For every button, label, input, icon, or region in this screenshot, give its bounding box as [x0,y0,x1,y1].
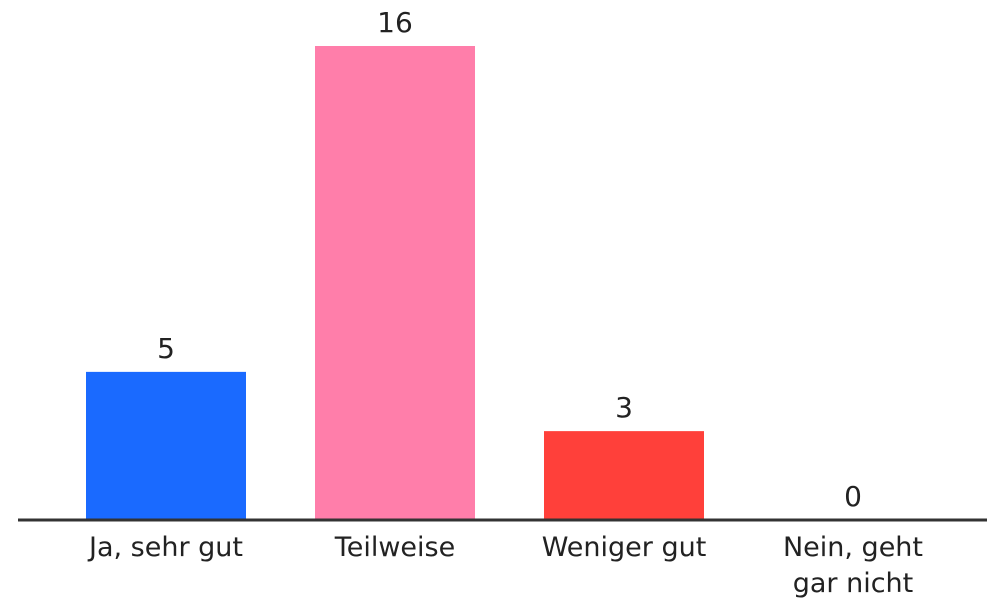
value-label: 16 [377,6,413,39]
x-tick-label: Teilweise [334,532,456,563]
bar [544,431,704,520]
value-label: 0 [844,480,862,513]
x-tick-label: Ja, sehr gut [89,532,243,563]
bar [86,371,246,520]
value-label: 3 [615,391,633,424]
x-tick-label: Weniger gut [541,532,707,563]
x-tick-label: Nein, geht gar nicht [782,532,924,599]
value-label: 5 [157,332,175,365]
bar [315,46,475,520]
